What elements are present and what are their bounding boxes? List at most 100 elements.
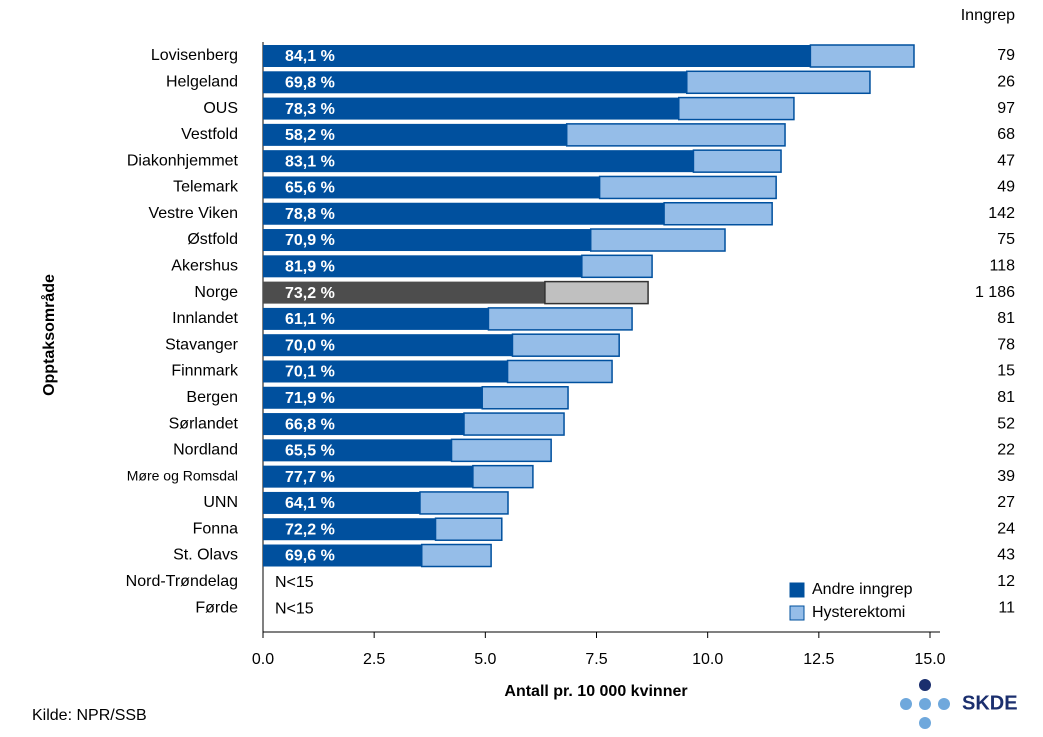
bar-segment [663,201,773,226]
count-label: 43 [997,547,1015,564]
y-tick-label: Diakonhjemmet [127,152,239,169]
bar-segment [463,412,565,436]
y-tick-label: Akershus [171,258,238,275]
bar-segment [263,229,591,252]
count-label: 22 [997,442,1015,459]
share-label: 83,1 % [285,153,335,170]
bar-segment [686,70,871,95]
count-label: 49 [997,179,1015,196]
y-tick-label: Norge [194,284,238,301]
count-label: 11 [998,599,1015,616]
bar-segment [263,386,483,409]
y-tick-label: Vestre Viken [148,205,238,222]
share-label: 70,1 % [285,364,335,381]
y-tick-label: Telemark [173,179,239,196]
bar-segment [544,280,649,305]
x-tick-label: 12.5 [803,651,834,668]
share-label: 69,6 % [285,548,335,565]
share-label: 64,1 % [285,495,335,512]
count-label: 27 [997,494,1015,511]
bar-segment [589,228,726,252]
bar-segment [263,255,582,278]
source: Kilde: NPR/SSB [32,707,147,724]
bar-segment [472,464,534,489]
y-axis-label: Opptaksområde [40,274,58,396]
share-label: 81,9 % [285,259,335,276]
y-tick-label: Lovisenberg [151,47,238,64]
bar-segment [263,71,687,94]
bar-segment [487,307,633,331]
legend-swatch [789,582,805,598]
x-tick-label: 15.0 [914,651,945,668]
y-tick-label: UNN [203,494,238,511]
bar-segment [420,543,492,568]
count-label: 1 186 [975,284,1015,301]
bar-segment [263,176,600,199]
x-tick-label: 7.5 [585,651,607,668]
logo: SKDE [900,679,1018,729]
y-tick-label: OUS [203,100,238,117]
bar-segment [481,386,569,410]
logo-text: SKDE [962,692,1018,714]
y-tick-label: Helgeland [166,74,238,91]
bar-segment [598,175,777,200]
bar-segment [263,334,513,357]
bar-segment [263,307,489,330]
x-tick-label: 2.5 [363,651,385,668]
count-label: 75 [997,231,1015,248]
x-axis-label: Antall pr. 10 000 kvinner [504,683,687,700]
bar-segment [263,281,545,304]
count-label: 79 [997,47,1015,64]
y-tick-label: Fonna [193,520,238,537]
bar-segment [263,465,473,488]
share-label: 65,6 % [285,180,335,197]
count-label: 47 [997,152,1015,169]
share-label: 73,2 % [285,285,335,302]
y-tick-label: St. Olavs [173,547,238,564]
bar-segment [263,123,567,146]
count-label: 24 [997,520,1015,537]
share-label: N<15 [275,600,314,617]
logo-dot [938,698,950,710]
bar-segment [419,491,509,515]
legend-label: Hysterektomi [812,604,905,621]
share-label: 77,7 % [285,469,335,486]
bar-segment [678,96,795,121]
count-label: 142 [988,205,1015,222]
count-label: 78 [997,336,1015,353]
bar-segment [565,123,786,147]
count-label: 68 [997,126,1015,143]
bar-segment [263,360,508,383]
x-tick-label: 0.0 [252,651,274,668]
x-tick-label: 10.0 [692,651,723,668]
bar-segment [581,254,653,279]
y-tick-label: Sørlandet [169,415,239,432]
bar-segment [434,517,503,541]
y-tick-label: Stavanger [165,336,239,353]
bar-segment [263,97,679,120]
bar-segment [263,518,436,541]
y-tick-label: Møre og Romsdal [127,467,238,483]
logo-dot [919,717,931,729]
bar-segment [263,150,694,173]
bar-segment [692,149,782,173]
share-label: N<15 [275,574,314,591]
bar-segment [511,333,620,357]
share-label: 66,8 % [285,416,335,433]
share-label: 71,9 % [285,390,335,407]
y-tick-label: Finnmark [171,363,239,380]
count-label: 97 [997,100,1015,117]
share-label: 58,2 % [285,127,335,144]
count-label: 39 [997,468,1015,485]
count-label: 118 [989,258,1015,275]
bar-segment [450,438,552,463]
share-label: 72,2 % [285,521,335,538]
share-label: 70,9 % [285,232,335,249]
logo-dot [900,698,912,710]
share-label: 61,1 % [285,311,335,328]
y-tick-label: Bergen [186,389,238,406]
y-tick-label: Innlandet [172,310,238,327]
share-label: 78,3 % [285,101,335,118]
bar-segment [263,45,811,67]
